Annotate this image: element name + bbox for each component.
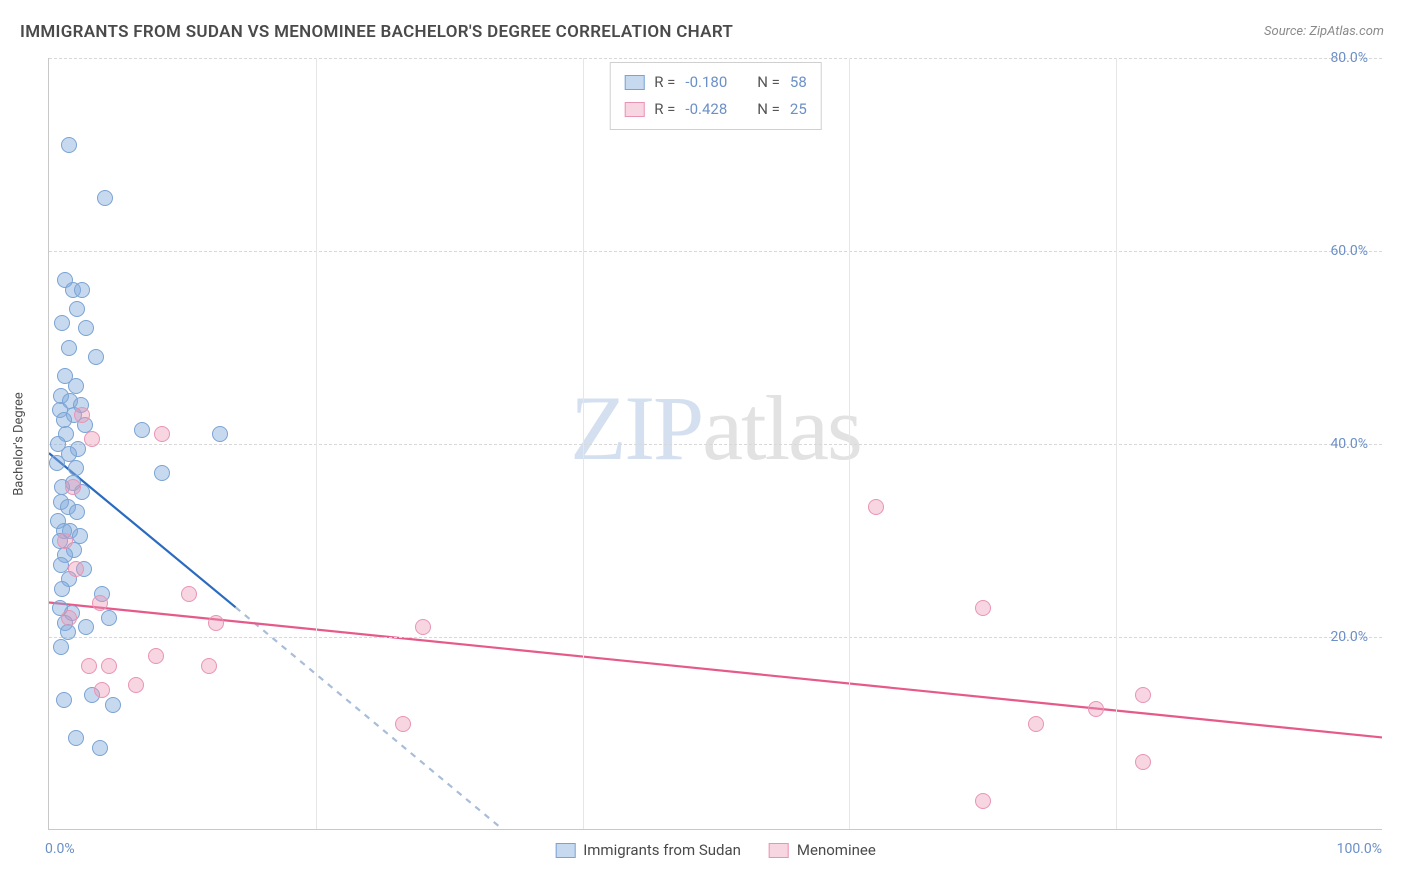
legend-r-value-1: -0.428 bbox=[685, 96, 727, 123]
ytick-label: 60.0% bbox=[1330, 243, 1368, 259]
data-point bbox=[101, 610, 117, 626]
legend-row-sudan: R = -0.180 N = 58 bbox=[624, 69, 807, 96]
ytick-label: 80.0% bbox=[1330, 50, 1368, 66]
data-point bbox=[61, 137, 77, 153]
gridline-v bbox=[849, 58, 850, 829]
data-point bbox=[212, 426, 228, 442]
data-point bbox=[181, 586, 197, 602]
data-point bbox=[1088, 701, 1104, 717]
data-point bbox=[101, 658, 117, 674]
legend-swatch-menominee-b bbox=[769, 843, 789, 858]
data-point bbox=[69, 301, 85, 317]
data-point bbox=[78, 320, 94, 336]
data-point bbox=[208, 615, 224, 631]
data-point bbox=[148, 648, 164, 664]
data-point bbox=[56, 412, 72, 428]
chart-plot-area: Bachelor's Degree ZIPatlas R = -0.180 N … bbox=[48, 58, 1382, 830]
data-point bbox=[97, 190, 113, 206]
data-point bbox=[1135, 687, 1151, 703]
data-point bbox=[415, 619, 431, 635]
legend-r-label-1: R = bbox=[654, 96, 675, 123]
legend-label-menominee: Menominee bbox=[797, 841, 876, 859]
data-point bbox=[81, 658, 97, 674]
data-point bbox=[68, 730, 84, 746]
data-point bbox=[868, 499, 884, 515]
data-point bbox=[53, 639, 69, 655]
source-attribution: Source: ZipAtlas.com bbox=[1264, 24, 1384, 39]
watermark: ZIPatlas bbox=[570, 375, 861, 481]
data-point bbox=[56, 692, 72, 708]
data-point bbox=[49, 455, 65, 471]
data-point bbox=[128, 677, 144, 693]
watermark-zip: ZIP bbox=[570, 377, 702, 479]
legend-r-label-0: R = bbox=[654, 69, 675, 96]
data-point bbox=[69, 504, 85, 520]
legend-swatch-menominee bbox=[624, 102, 644, 117]
data-point bbox=[201, 658, 217, 674]
data-point bbox=[54, 581, 70, 597]
data-point bbox=[65, 479, 81, 495]
legend-n-label-0: N = bbox=[757, 69, 780, 96]
legend-n-value-1: 25 bbox=[790, 96, 807, 123]
data-point bbox=[134, 422, 150, 438]
data-point bbox=[1135, 754, 1151, 770]
gridline-h bbox=[49, 251, 1382, 252]
data-point bbox=[61, 610, 77, 626]
data-point bbox=[84, 431, 100, 447]
legend-r-value-0: -0.180 bbox=[685, 69, 727, 96]
data-point bbox=[154, 426, 170, 442]
series-legend: Immigrants from Sudan Menominee bbox=[555, 841, 876, 859]
watermark-atlas: atlas bbox=[702, 377, 861, 479]
data-point bbox=[74, 407, 90, 423]
data-point bbox=[154, 465, 170, 481]
data-point bbox=[68, 561, 84, 577]
data-point bbox=[92, 740, 108, 756]
data-point bbox=[57, 533, 73, 549]
legend-item-menominee: Menominee bbox=[769, 841, 876, 859]
xtick-right: 100.0% bbox=[1337, 841, 1382, 857]
data-point bbox=[975, 793, 991, 809]
legend-n-label-1: N = bbox=[757, 96, 780, 123]
data-point bbox=[94, 682, 110, 698]
legend-swatch-sudan-b bbox=[555, 843, 575, 858]
ytick-label: 40.0% bbox=[1330, 436, 1368, 452]
data-point bbox=[88, 349, 104, 365]
gridline-v bbox=[1116, 58, 1117, 829]
legend-label-sudan: Immigrants from Sudan bbox=[583, 841, 741, 859]
data-point bbox=[61, 340, 77, 356]
data-point bbox=[78, 619, 94, 635]
legend-row-menominee: R = -0.428 N = 25 bbox=[624, 96, 807, 123]
correlation-legend: R = -0.180 N = 58 R = -0.428 N = 25 bbox=[609, 62, 822, 130]
legend-item-sudan: Immigrants from Sudan bbox=[555, 841, 741, 859]
gridline-h bbox=[49, 444, 1382, 445]
data-point bbox=[105, 697, 121, 713]
gridline-v bbox=[583, 58, 584, 829]
data-point bbox=[975, 600, 991, 616]
data-point bbox=[54, 315, 70, 331]
gridline-h bbox=[49, 637, 1382, 638]
data-point bbox=[74, 282, 90, 298]
data-point bbox=[395, 716, 411, 732]
legend-n-value-0: 58 bbox=[790, 69, 807, 96]
data-point bbox=[92, 595, 108, 611]
data-point bbox=[68, 460, 84, 476]
chart-title: IMMIGRANTS FROM SUDAN VS MENOMINEE BACHE… bbox=[20, 22, 733, 42]
gridline-h bbox=[49, 58, 1382, 59]
xtick-left: 0.0% bbox=[45, 841, 75, 857]
legend-swatch-sudan bbox=[624, 75, 644, 90]
data-point bbox=[1028, 716, 1044, 732]
ytick-label: 20.0% bbox=[1330, 629, 1368, 645]
gridline-v bbox=[316, 58, 317, 829]
y-axis-label: Bachelor's Degree bbox=[12, 392, 27, 496]
